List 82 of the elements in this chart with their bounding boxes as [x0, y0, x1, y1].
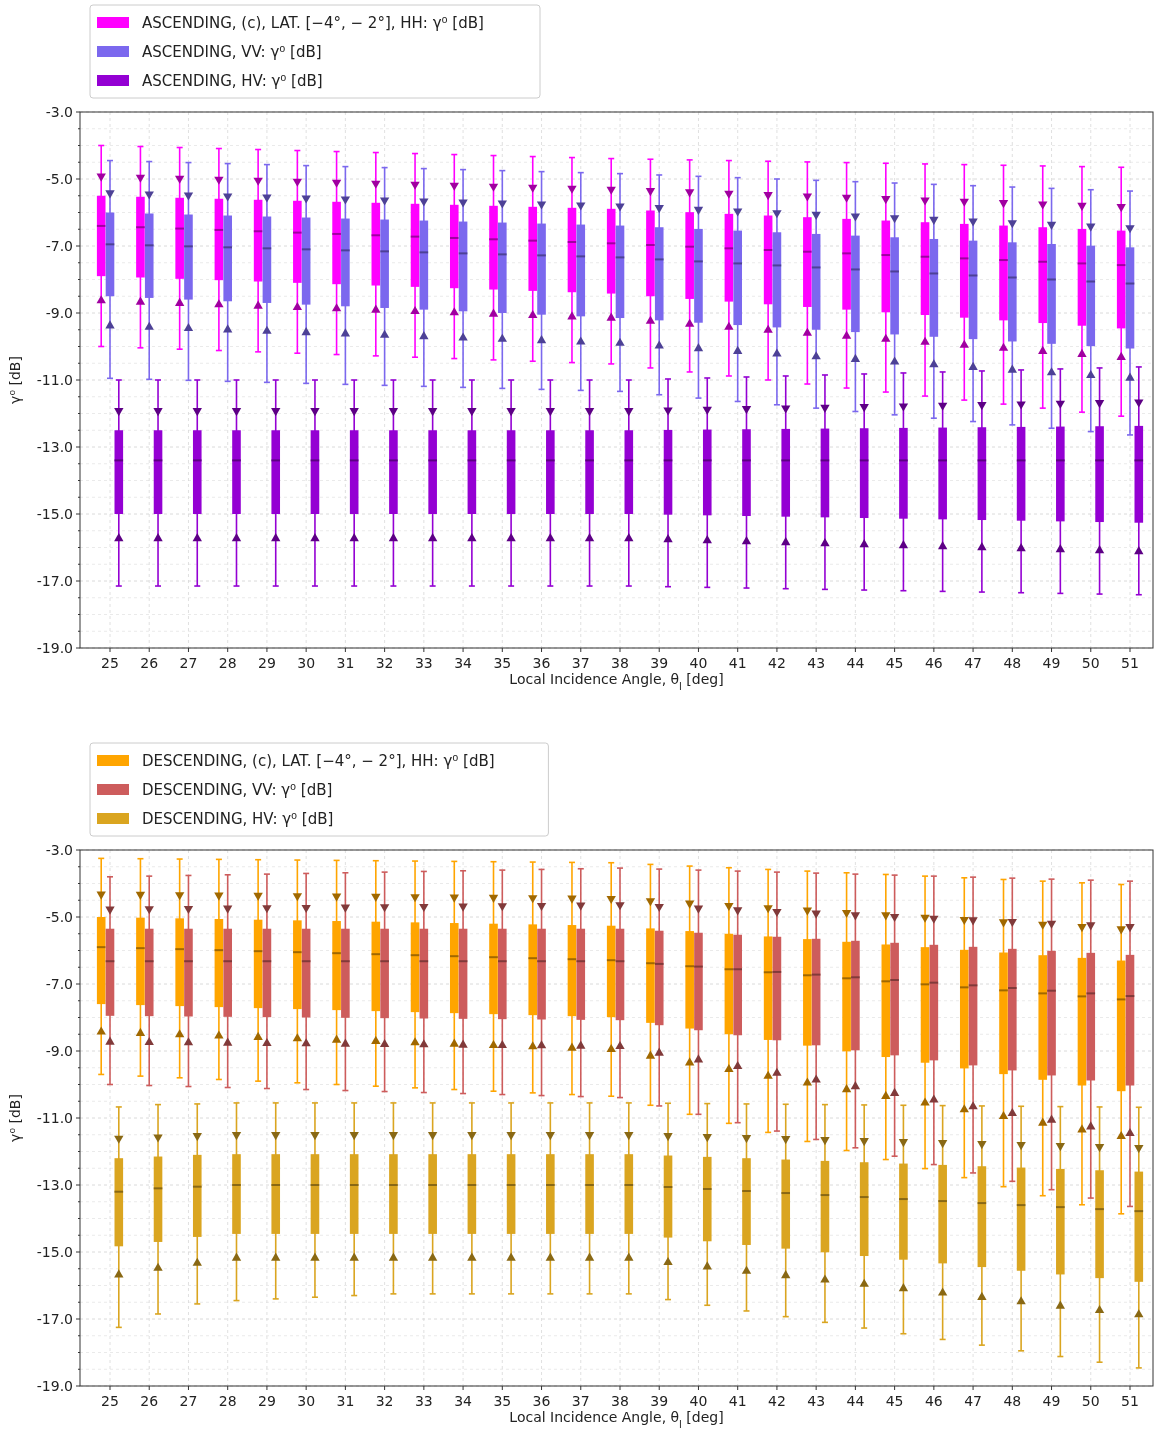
y-tick-label: -15.0	[36, 1243, 73, 1260]
y-tick-label: -9.0	[45, 1042, 73, 1059]
legend-label: DESCENDING, HV: γ⁰ [dB]	[142, 810, 334, 829]
x-tick-label: 25	[101, 1393, 119, 1409]
x-tick-label: 25	[101, 655, 119, 671]
legend-label: ASCENDING, HV: γ⁰ [dB]	[142, 72, 323, 91]
x-tick-label: 42	[768, 655, 786, 671]
x-tick-label: 33	[414, 655, 433, 671]
x-tick-label: 40	[689, 1393, 708, 1409]
y-tick-label: -17.0	[36, 572, 73, 589]
y-tick-label: -11.0	[36, 1109, 73, 1126]
y-tick-label: -3.0	[45, 103, 73, 120]
x-tick-label: 40	[689, 655, 708, 671]
x-tick-label: 30	[297, 1393, 316, 1409]
x-tick-label: 29	[258, 655, 276, 671]
x-tick-label: 51	[1121, 655, 1139, 671]
x-tick-label: 44	[846, 655, 865, 671]
x-tick-label: 44	[846, 1393, 865, 1409]
x-tick-label: 31	[336, 655, 355, 671]
x-tick-label: 37	[571, 1393, 590, 1409]
x-tick-label: 41	[728, 1393, 747, 1409]
x-tick-label: 26	[140, 1393, 159, 1409]
legend-label: ASCENDING, (c), LAT. [−4°, − 2°], HH: γ⁰ [dB]	[142, 14, 484, 33]
y-tick-label: -9.0	[45, 304, 73, 321]
y-tick-label: -3.0	[45, 841, 73, 858]
x-tick-label: 47	[964, 1393, 982, 1409]
y-axis-title: γ⁰ [dB]	[7, 1094, 23, 1142]
x-tick-label: 32	[375, 655, 394, 671]
x-tick-label: 36	[532, 1393, 551, 1409]
y-tick-label: -7.0	[45, 237, 73, 254]
x-tick-label: 35	[493, 655, 512, 671]
x-tick-label: 47	[964, 655, 982, 671]
legend-label: ASCENDING, VV: γ⁰ [dB]	[142, 43, 322, 62]
x-tick-label: 28	[218, 655, 237, 671]
x-tick-label: 28	[218, 1393, 237, 1409]
x-tick-label: 42	[768, 1393, 786, 1409]
x-tick-label: 33	[414, 1393, 433, 1409]
x-tick-label: 35	[493, 1393, 512, 1409]
y-axis-title: γ⁰ [dB]	[7, 356, 23, 404]
x-tick-label: 49	[1042, 655, 1061, 671]
x-tick-label: 26	[140, 655, 159, 671]
x-tick-label: 46	[924, 1393, 943, 1409]
x-axis-title: Local Incidence Angle, θ$_{l}$ [deg]	[509, 1409, 724, 1430]
x-tick-label: 39	[650, 1393, 669, 1409]
legend-label: DESCENDING, VV: γ⁰ [dB]	[142, 781, 333, 800]
x-tick-label: 43	[807, 1393, 826, 1409]
x-tick-label: 46	[924, 655, 943, 671]
y-tick-label: -5.0	[45, 170, 73, 187]
x-tick-label: 37	[571, 655, 590, 671]
y-tick-label: -13.0	[36, 1176, 73, 1193]
y-tick-label: -5.0	[45, 908, 73, 925]
x-tick-label: 27	[179, 655, 198, 671]
x-tick-label: 50	[1081, 1393, 1100, 1409]
y-tick-label: -17.0	[36, 1310, 73, 1327]
x-tick-label: 38	[611, 655, 629, 671]
x-tick-label: 36	[532, 655, 551, 671]
y-tick-label: -19.0	[36, 1377, 73, 1394]
x-tick-label: 34	[454, 655, 473, 671]
x-tick-label: 29	[258, 1393, 276, 1409]
x-tick-label: 45	[885, 1393, 904, 1409]
y-tick-label: -13.0	[36, 438, 73, 455]
x-tick-label: 50	[1081, 655, 1100, 671]
x-tick-label: 27	[179, 1393, 198, 1409]
x-tick-label: 45	[885, 655, 904, 671]
x-tick-label: 51	[1121, 1393, 1139, 1409]
x-axis-title: Local Incidence Angle, θ$_{l}$ [deg]	[509, 671, 724, 692]
y-tick-label: -7.0	[45, 975, 73, 992]
y-tick-label: -19.0	[36, 639, 73, 656]
x-tick-label: 32	[375, 1393, 394, 1409]
x-tick-label: 49	[1042, 1393, 1061, 1409]
x-tick-label: 31	[336, 1393, 355, 1409]
x-tick-label: 39	[650, 655, 669, 671]
x-tick-label: 48	[1003, 655, 1022, 671]
x-tick-label: 38	[611, 1393, 629, 1409]
x-tick-label: 30	[297, 655, 316, 671]
x-tick-label: 34	[454, 1393, 473, 1409]
legend-label: DESCENDING, (c), LAT. [−4°, − 2°], HH: γ⁰ [dB]	[142, 752, 495, 771]
y-tick-label: -11.0	[36, 371, 73, 388]
x-tick-label: 48	[1003, 1393, 1022, 1409]
x-tick-label: 43	[807, 655, 826, 671]
y-tick-label: -15.0	[36, 505, 73, 522]
x-tick-label: 41	[728, 655, 747, 671]
